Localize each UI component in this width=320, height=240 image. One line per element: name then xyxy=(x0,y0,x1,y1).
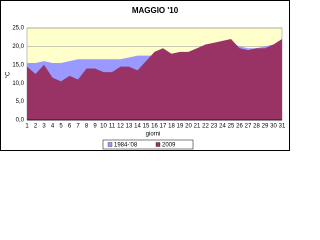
x-axis-label: giorni xyxy=(146,132,161,138)
x-tick-label: 26 xyxy=(236,124,243,130)
x-tick-label: 23 xyxy=(211,124,218,130)
x-tick-label: 6 xyxy=(68,124,72,130)
x-tick-label: 2 xyxy=(34,124,38,130)
y-tick-label: 0,0 xyxy=(16,118,25,124)
x-tick-label: 8 xyxy=(85,124,89,130)
legend-label: 1984-'08 xyxy=(114,142,138,148)
x-tick-label: 29 xyxy=(262,124,269,130)
legend-swatch xyxy=(155,142,161,147)
x-tick-label: 11 xyxy=(109,124,116,130)
chart: MAGGIO '10 °C giorni 0,0 5,0 10,0 15,0 20,0 2… xyxy=(0,0,290,151)
x-tick-label: 1 xyxy=(25,124,29,130)
x-tick-label: 12 xyxy=(117,124,124,130)
x-tick-label: 22 xyxy=(202,124,209,130)
x-tick-label: 27 xyxy=(245,124,252,130)
x-tick-label: 28 xyxy=(253,124,260,130)
x-tick-label: 31 xyxy=(279,124,286,130)
y-tick-label: 5,0 xyxy=(16,99,25,105)
x-tick-label: 13 xyxy=(126,124,133,130)
y-tick-label: 15,0 xyxy=(12,62,24,68)
x-tick-label: 14 xyxy=(134,124,141,130)
x-tick-label: 30 xyxy=(270,124,277,130)
x-tick-label: 7 xyxy=(76,124,80,130)
y-tick-label: 20,0 xyxy=(12,44,24,50)
chart-title: MAGGIO '10 xyxy=(132,6,179,15)
x-tick-label: 5 xyxy=(59,124,63,130)
x-tick-label: 18 xyxy=(168,124,175,130)
legend-box xyxy=(102,139,194,150)
x-tick-label: 4 xyxy=(51,124,55,130)
x-tick-label: 10 xyxy=(100,124,107,130)
x-tick-label: 20 xyxy=(185,124,192,130)
x-tick-label: 21 xyxy=(194,124,201,130)
area xyxy=(27,39,282,120)
legend-label: 2009 xyxy=(162,142,176,148)
x-tick-label: 3 xyxy=(42,124,46,130)
y-axis-label: °C xyxy=(6,71,12,78)
y-tick-label: 25,0 xyxy=(12,26,24,32)
x-tick-label: 24 xyxy=(219,124,226,130)
x-tick-label: 16 xyxy=(151,124,158,130)
y-tick-label: 10,0 xyxy=(12,81,24,87)
x-tick-label: 9 xyxy=(93,124,97,130)
x-tick-label: 25 xyxy=(228,124,235,130)
x-tick-label: 15 xyxy=(143,124,150,130)
x-tick-label: 17 xyxy=(160,124,167,130)
legend-swatch xyxy=(107,142,113,147)
x-tick-label: 19 xyxy=(177,124,184,130)
